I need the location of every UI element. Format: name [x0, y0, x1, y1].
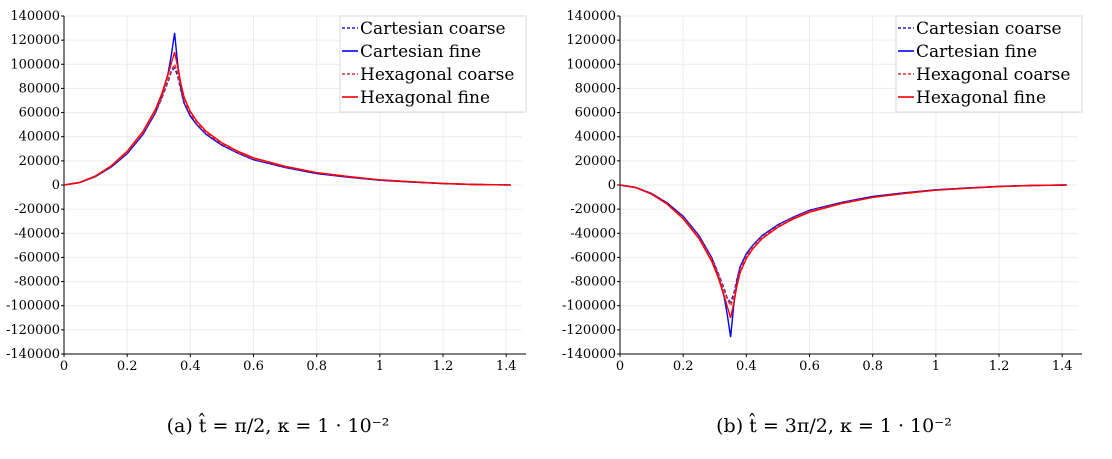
y-tick-label: -120000 [6, 323, 60, 338]
x-tick-label: 0.4 [736, 359, 757, 374]
legend-label: Cartesian fine [916, 42, 1037, 62]
x-tick-label: 0 [616, 359, 624, 374]
legend-label: Cartesian fine [360, 42, 481, 62]
x-tick-label: 1 [376, 359, 384, 374]
y-tick-label: -80000 [14, 275, 60, 290]
y-tick-label: 40000 [575, 130, 616, 145]
y-tick-label: -120000 [562, 323, 616, 338]
series-line-hexagonal-fine [619, 184, 1067, 318]
y-tick-label: -100000 [6, 299, 60, 314]
legend-box [339, 15, 527, 113]
legend-label: Hexagonal fine [916, 88, 1046, 108]
x-tick-label: 1 [932, 359, 940, 374]
legend-box [895, 15, 1083, 113]
x-tick-label: 1.2 [989, 359, 1010, 374]
caption-b: (b) t̂ = 3π/2, κ = 1 · 10⁻² [716, 415, 952, 437]
y-tick-label: 60000 [575, 106, 616, 121]
series-line-hexagonal-fine [63, 52, 511, 186]
y-tick-label: 20000 [575, 154, 616, 169]
y-tick-label: -60000 [14, 250, 60, 265]
y-tick-label: 0 [52, 178, 60, 193]
y-tick-label: 80000 [19, 81, 60, 96]
y-tick-label: 40000 [19, 130, 60, 145]
x-tick-label: 0.2 [117, 359, 138, 374]
x-tick-label: 0 [60, 359, 68, 374]
legend-label: Hexagonal fine [360, 88, 490, 108]
x-tick-label: 0.2 [673, 359, 694, 374]
y-tick-label: 80000 [575, 81, 616, 96]
y-tick-label: -100000 [562, 299, 616, 314]
y-tick-label: -20000 [14, 202, 60, 217]
y-tick-label: 140000 [566, 9, 616, 24]
legend-label: Hexagonal coarse [360, 65, 514, 85]
y-tick-label: 120000 [566, 33, 616, 48]
legend-label: Cartesian coarse [916, 19, 1062, 39]
y-tick-label: -80000 [570, 275, 616, 290]
x-tick-label: 1.4 [1052, 359, 1073, 374]
y-tick-label: 100000 [566, 57, 616, 72]
y-tick-label: -60000 [570, 250, 616, 265]
y-tick-label: -40000 [14, 226, 60, 241]
legend-label: Cartesian coarse [360, 19, 506, 39]
x-tick-label: 0.6 [799, 359, 820, 374]
y-tick-label: -140000 [562, 347, 616, 362]
y-tick-label: -40000 [570, 226, 616, 241]
y-tick-label: 20000 [19, 154, 60, 169]
chart-panel-b: 140000 120000 100000 80000 60000 40000 20000 0-… [556, 0, 1112, 459]
y-tick-label: 140000 [10, 9, 60, 24]
y-tick-label: 0 [608, 178, 616, 193]
x-tick-label: 0.6 [243, 359, 264, 374]
y-tick-label: -20000 [570, 202, 616, 217]
y-tick-label: 60000 [19, 106, 60, 121]
x-tick-label: 0.4 [180, 359, 201, 374]
y-tick-label: 100000 [10, 57, 60, 72]
chart-panel-a: 140000 120000 100000 80000 60000 40000 20000 0-… [6, 9, 527, 437]
x-tick-label: 1.2 [433, 359, 454, 374]
legend-label: Hexagonal coarse [916, 65, 1070, 85]
chart-b: 140000120000100000800006000040000200000-… [562, 9, 1083, 374]
x-tick-label: 1.4 [496, 359, 517, 374]
y-tick-label: -140000 [6, 347, 60, 362]
caption-a: (a) t̂ = π/2, κ = 1 · 10⁻² [166, 415, 390, 437]
series-line-cartesian-fine [619, 184, 1067, 338]
x-tick-label: 0.8 [306, 359, 327, 374]
chart-a: 140000120000100000800006000040000200000-… [6, 9, 527, 374]
y-tick-label: 120000 [10, 33, 60, 48]
x-tick-label: 0.8 [862, 359, 883, 374]
